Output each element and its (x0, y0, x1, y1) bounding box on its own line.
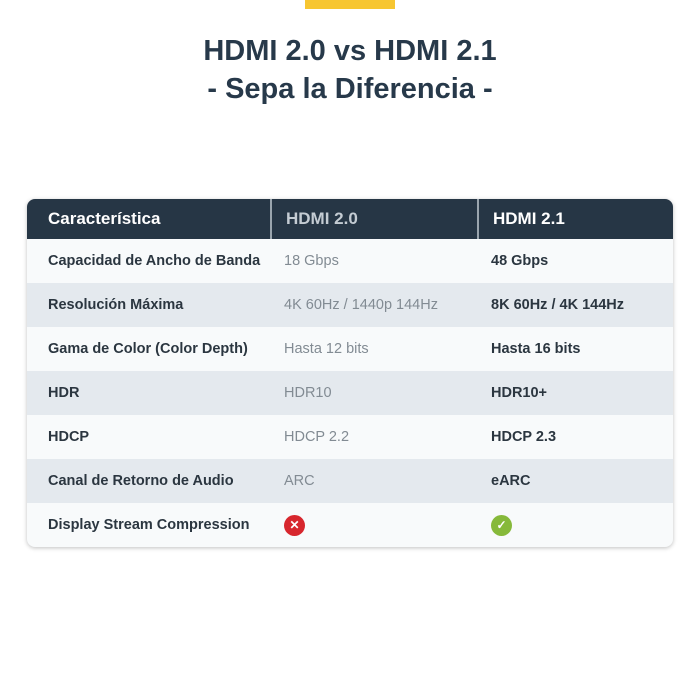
hdmi21-cell: 8K 60Hz / 4K 144Hz (491, 297, 624, 313)
cross-icon: ✕ (284, 514, 305, 536)
header-hdmi21: HDMI 2.1 (477, 199, 673, 239)
table-row: HDCP HDCP 2.2 HDCP 2.3 (27, 415, 673, 459)
hdmi21-cell: 48 Gbps (491, 253, 549, 269)
table-row: Canal de Retorno de Audio ARC eARC (27, 459, 673, 503)
feature-cell: Capacidad de Ancho de Banda (48, 253, 261, 269)
hdmi20-cell: 4K 60Hz / 1440p 144Hz (284, 297, 438, 313)
hdmi20-cell: Hasta 12 bits (284, 341, 369, 357)
table-header: Característica HDMI 2.0 HDMI 2.1 (27, 199, 673, 239)
hdmi20-cell: HDR10 (284, 385, 332, 401)
feature-cell: Display Stream Compression (48, 517, 250, 533)
hdmi21-cell: HDCP 2.3 (491, 429, 557, 445)
hdmi20-cell: HDCP 2.2 (284, 429, 350, 445)
feature-cell: HDCP (48, 429, 90, 445)
hdmi20-cell: ARC (284, 473, 315, 489)
header-feature: Característica (48, 209, 161, 228)
table-row: Gama de Color (Color Depth) Hasta 12 bits… (27, 327, 673, 371)
hdmi21-cell: eARC (491, 473, 531, 489)
table-row: HDR HDR10 HDR10+ (27, 371, 673, 415)
table-row: Resolución Máxima 4K 60Hz / 1440p 144Hz 8K… (27, 283, 673, 327)
title-line-2: - Sepa la Diferencia - (207, 73, 493, 105)
feature-cell: Resolución Máxima (48, 297, 184, 313)
comparison-table: Característica HDMI 2.0 HDMI 2.1 Capacid… (27, 199, 673, 547)
hdmi21-cell: HDR10+ (491, 385, 548, 401)
feature-cell: Canal de Retorno de Audio (48, 473, 234, 489)
header-hdmi20: HDMI 2.0 (270, 199, 477, 239)
check-icon: ✓ (491, 514, 512, 536)
hdmi21-cell: Hasta 16 bits (491, 341, 581, 357)
table-row: Display Stream Compression ✕ ✓ (27, 503, 673, 547)
table-row: Capacidad de Ancho de Banda 18 Gbps 48 Gbp… (27, 239, 673, 283)
accent-bar (305, 0, 395, 9)
page-title: HDMI 2.0 vs HDMI 2.1 - Sepa la Diferenci… (0, 32, 700, 108)
feature-cell: HDR (48, 385, 80, 401)
hdmi20-cell: 18 Gbps (284, 253, 339, 269)
title-line-1: HDMI 2.0 vs HDMI 2.1 (203, 35, 497, 67)
feature-cell: Gama de Color (Color Depth) (48, 341, 248, 357)
